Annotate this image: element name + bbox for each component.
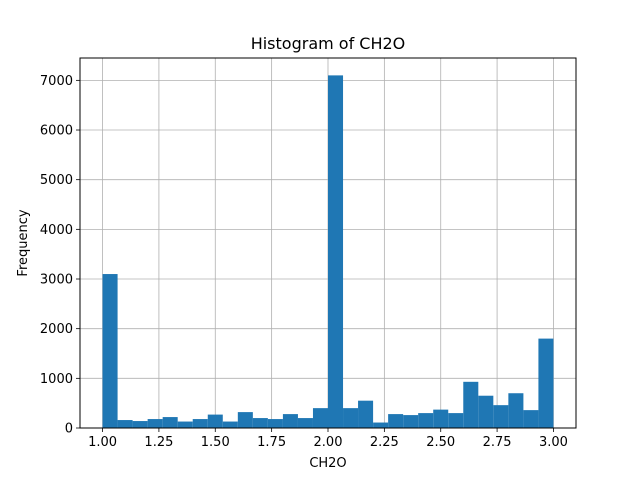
histogram-bar [297,418,313,428]
histogram-bar [538,338,554,428]
x-tick-label: 2.25 [370,435,399,450]
histogram-bar [192,419,208,428]
histogram-bar [207,414,223,428]
histogram-bar [328,75,344,428]
x-tick-label: 3.00 [539,435,568,450]
x-tick-label: 1.75 [257,435,286,450]
histogram-bar [433,409,449,428]
histogram-bar [177,421,193,428]
x-axis: 1.00 1.25 1.50 1.75 2.00 2.25 2.50 2.75 3.00 [88,428,568,450]
x-tick-label: 1.25 [144,435,173,450]
y-tick-label: 7000 [40,74,73,89]
histogram-bar [117,420,133,428]
histogram-bar [403,415,419,428]
x-tick-label: 2.50 [426,435,455,450]
x-axis-label: CH2O [309,456,346,471]
y-axis-label: Frequency [16,209,31,276]
chart-title: Histogram of CH2O [251,34,406,53]
histogram-bar [523,410,539,428]
histogram-bar [312,408,328,428]
histogram-bar [252,418,268,428]
histogram-bar [267,419,283,428]
y-tick-label: 0 [65,422,73,437]
histogram-bar [478,395,494,428]
y-axis: 0 1000 2000 3000 4000 5000 6000 7000 [40,74,80,437]
x-tick-label: 1.00 [88,435,117,450]
histogram-bar [132,421,148,428]
x-tick-label: 1.50 [201,435,230,450]
histogram-bar [162,417,178,428]
x-tick-label: 2.00 [314,435,343,450]
histogram-bar [147,419,163,428]
histogram-bar [388,414,404,428]
histogram-bar [222,421,238,428]
histogram-bar [418,413,434,428]
y-tick-label: 1000 [40,372,73,387]
histogram-bar [493,405,509,428]
y-tick-label: 6000 [40,124,73,139]
y-tick-label: 2000 [40,322,73,337]
histogram-bar [463,381,479,428]
histogram-bar [448,413,464,428]
histogram-bar [102,274,118,428]
y-tick-label: 3000 [40,273,73,288]
histogram-bar [237,412,253,428]
y-tick-label: 5000 [40,173,73,188]
x-tick-label: 2.75 [483,435,512,450]
histogram-bar [508,393,524,428]
histogram-bar [282,414,298,428]
histogram-bar [373,422,389,428]
histogram-bar [358,400,374,428]
histogram-bars [102,75,554,428]
histogram-bar [343,408,359,428]
y-tick-label: 4000 [40,223,73,238]
